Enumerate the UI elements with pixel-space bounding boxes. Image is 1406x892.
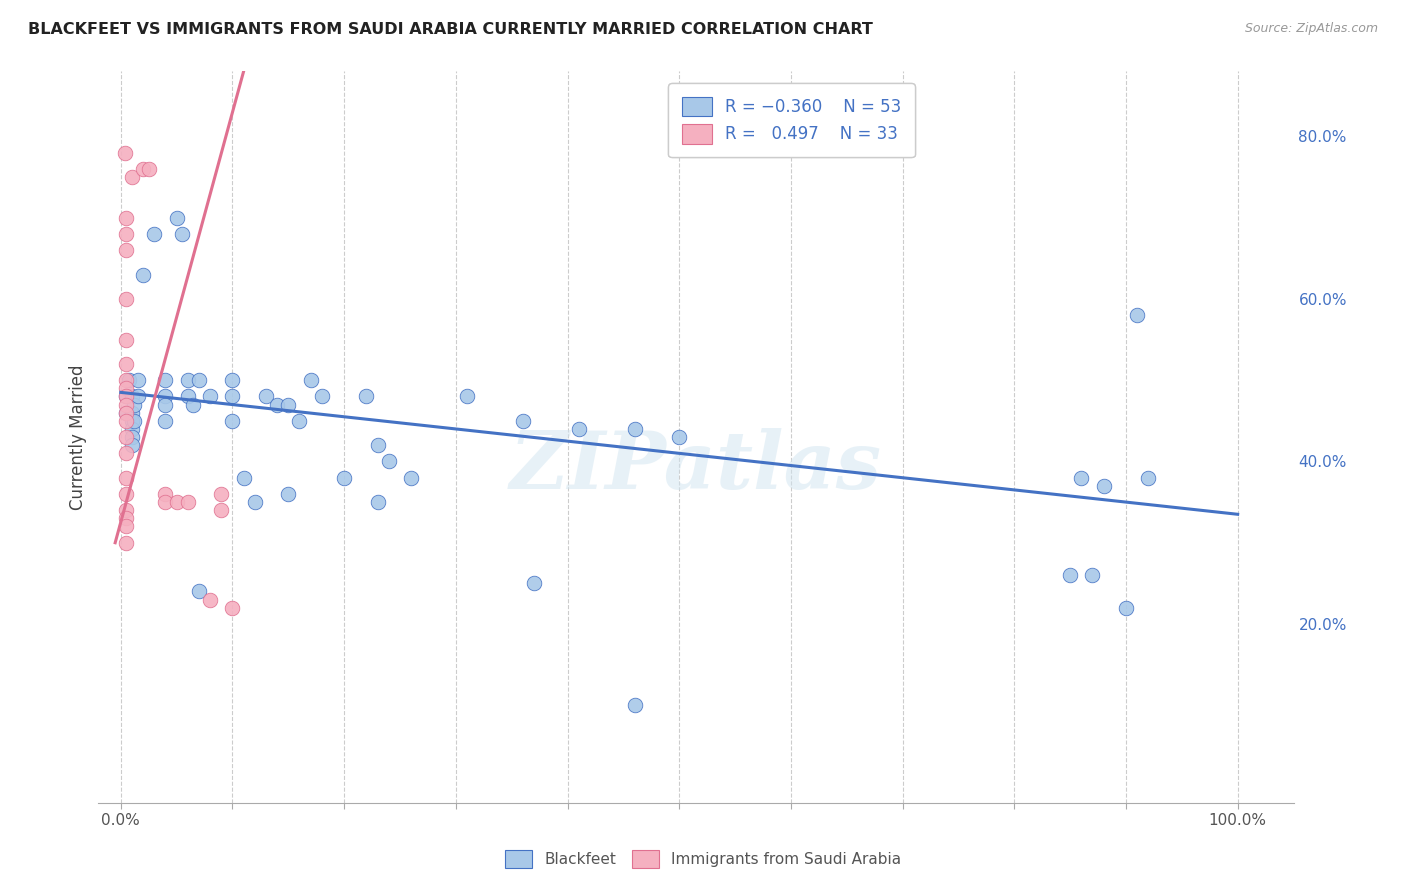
Point bbox=[115, 503, 138, 517]
Point bbox=[166, 495, 188, 509]
Point bbox=[277, 398, 299, 412]
Point bbox=[115, 446, 138, 460]
Point bbox=[183, 398, 205, 412]
Point bbox=[1126, 308, 1149, 322]
Point bbox=[122, 414, 145, 428]
Point bbox=[155, 495, 177, 509]
Text: Source: ZipAtlas.com: Source: ZipAtlas.com bbox=[1244, 22, 1378, 36]
Point bbox=[115, 381, 138, 395]
Point bbox=[311, 389, 333, 403]
Point bbox=[668, 430, 690, 444]
Point bbox=[1137, 471, 1160, 485]
Point bbox=[198, 389, 221, 403]
Point bbox=[356, 389, 378, 403]
Point bbox=[209, 503, 232, 517]
Point bbox=[456, 389, 478, 403]
Point bbox=[155, 389, 177, 403]
Point bbox=[155, 487, 177, 501]
Point bbox=[187, 373, 209, 387]
Point bbox=[115, 471, 138, 485]
Legend: R = −0.360    N = 53, R =   0.497    N = 33: R = −0.360 N = 53, R = 0.497 N = 33 bbox=[668, 83, 915, 157]
Point bbox=[166, 211, 188, 225]
Point bbox=[127, 389, 149, 403]
Point bbox=[221, 373, 243, 387]
Point bbox=[138, 161, 160, 176]
Point bbox=[155, 414, 177, 428]
Point bbox=[121, 430, 143, 444]
Point bbox=[1115, 600, 1137, 615]
Point bbox=[367, 438, 389, 452]
Point bbox=[277, 487, 299, 501]
Point bbox=[117, 373, 139, 387]
Point bbox=[367, 495, 389, 509]
Point bbox=[115, 243, 138, 257]
Point bbox=[299, 373, 322, 387]
Point bbox=[115, 406, 138, 420]
Point bbox=[266, 398, 288, 412]
Point bbox=[623, 698, 645, 713]
Point bbox=[1092, 479, 1115, 493]
Point bbox=[221, 389, 243, 403]
Point bbox=[209, 487, 232, 501]
Point bbox=[187, 584, 209, 599]
Point bbox=[121, 414, 143, 428]
Point bbox=[115, 357, 138, 371]
Point bbox=[115, 511, 138, 525]
Point bbox=[399, 471, 422, 485]
Text: BLACKFEET VS IMMIGRANTS FROM SAUDI ARABIA CURRENTLY MARRIED CORRELATION CHART: BLACKFEET VS IMMIGRANTS FROM SAUDI ARABI… bbox=[28, 22, 873, 37]
Point bbox=[122, 398, 145, 412]
Point bbox=[115, 398, 138, 412]
Point bbox=[115, 227, 138, 241]
Point bbox=[243, 495, 266, 509]
Point bbox=[127, 373, 149, 387]
Point bbox=[121, 389, 143, 403]
Point bbox=[143, 227, 166, 241]
Point bbox=[378, 454, 401, 468]
Point bbox=[115, 406, 138, 420]
Point bbox=[132, 161, 155, 176]
Point bbox=[132, 268, 155, 282]
Point bbox=[115, 333, 138, 347]
Point bbox=[121, 438, 143, 452]
Point bbox=[115, 292, 138, 306]
Point bbox=[221, 600, 243, 615]
Point bbox=[115, 389, 138, 403]
Point bbox=[172, 227, 194, 241]
Point bbox=[115, 414, 138, 428]
Point bbox=[333, 471, 356, 485]
Point bbox=[177, 389, 200, 403]
Point bbox=[121, 406, 143, 420]
Point bbox=[232, 471, 254, 485]
Point bbox=[115, 535, 138, 549]
Point bbox=[1081, 568, 1104, 582]
Point bbox=[115, 211, 138, 225]
Point bbox=[177, 373, 200, 387]
Point bbox=[512, 414, 534, 428]
Point bbox=[115, 487, 138, 501]
Point bbox=[115, 519, 138, 533]
Y-axis label: Currently Married: Currently Married bbox=[69, 364, 87, 510]
Point bbox=[198, 592, 221, 607]
Point bbox=[115, 373, 138, 387]
Point bbox=[121, 422, 143, 436]
Point bbox=[221, 414, 243, 428]
Point bbox=[254, 389, 277, 403]
Text: ZIPatlas: ZIPatlas bbox=[510, 427, 882, 505]
Point bbox=[1059, 568, 1081, 582]
Point bbox=[623, 422, 645, 436]
Point bbox=[115, 389, 138, 403]
Point bbox=[177, 495, 200, 509]
Point bbox=[114, 145, 136, 160]
Point bbox=[121, 169, 143, 184]
Point bbox=[1070, 471, 1092, 485]
Point bbox=[155, 373, 177, 387]
Point bbox=[568, 422, 591, 436]
Point bbox=[523, 576, 546, 591]
Point bbox=[288, 414, 311, 428]
Point bbox=[155, 398, 177, 412]
Point bbox=[115, 430, 138, 444]
Legend: Blackfeet, Immigrants from Saudi Arabia: Blackfeet, Immigrants from Saudi Arabia bbox=[496, 843, 910, 875]
